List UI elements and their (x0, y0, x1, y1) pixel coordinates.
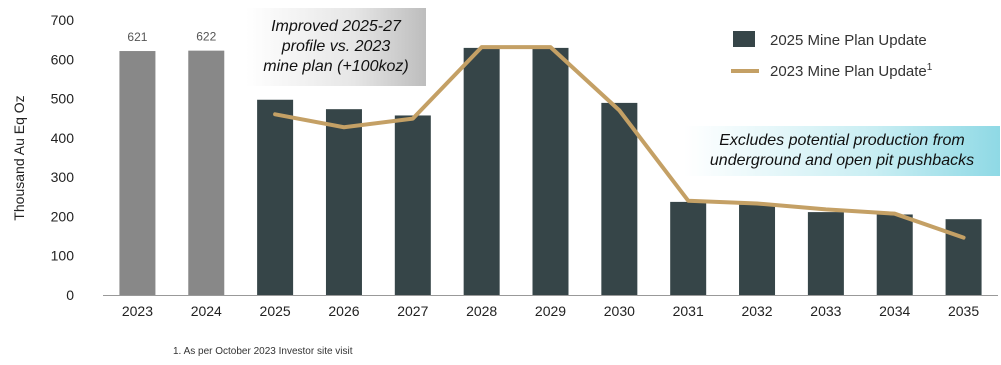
annotation-improved-profile: Improved 2025-27 profile vs. 2023 mine p… (246, 8, 426, 86)
x-tick-label: 2031 (673, 303, 704, 319)
footnote: 1. As per October 2023 Investor site vis… (173, 346, 353, 357)
line-2023-mine-plan (273, 45, 966, 240)
bar-2026 (325, 109, 362, 295)
x-tick-label: 2023 (122, 303, 153, 319)
bar-2034 (876, 214, 913, 295)
data-labels: 621 622 (127, 30, 216, 44)
x-tick-label: 2033 (810, 303, 841, 319)
bar-2027 (394, 115, 431, 295)
annotation-line: mine plan (+100koz) (263, 58, 409, 75)
x-axis: 2023 2024 2025 2026 2027 2028 2029 2030 2031 2032… (122, 303, 980, 319)
x-tick-label: 2030 (604, 303, 635, 319)
bar-2025 (257, 99, 294, 295)
y-tick-label: 0 (66, 287, 74, 303)
bar-2028 (463, 47, 500, 296)
y-tick-label: 600 (51, 51, 75, 67)
annotation-line: Improved 2025-27 (271, 18, 401, 35)
bar-2023 (119, 51, 156, 296)
annotation-line: underground and open pit pushbacks (709, 152, 975, 169)
bar-series (119, 47, 982, 296)
data-label: 621 (127, 30, 147, 44)
y-tick-label: 400 (51, 130, 75, 146)
y-tick-label: 500 (51, 91, 75, 107)
bar-2031 (670, 201, 707, 295)
x-tick-label: 2029 (535, 303, 566, 319)
y-tick-label: 300 (51, 169, 75, 185)
x-tick-label: 2034 (879, 303, 910, 319)
legend-bar-swatch (733, 31, 755, 47)
bar-2032 (739, 204, 776, 295)
annotation-line: profile vs. 2023 (281, 38, 391, 55)
x-tick-label: 2027 (397, 303, 428, 319)
annotation-excludes-production: Excludes potential production from under… (684, 126, 1000, 176)
y-axis-title: Thousand Au Eq Oz (11, 95, 27, 220)
bar-2029 (532, 47, 569, 296)
x-tick-label: 2032 (741, 303, 772, 319)
bar-2033 (807, 212, 844, 295)
legend: 2025 Mine Plan Update 2023 Mine Plan Upd… (731, 31, 933, 80)
x-tick-label: 2026 (328, 303, 359, 319)
y-axis: 0 100 200 300 400 500 600 700 (51, 12, 75, 303)
x-tick-label: 2024 (191, 303, 222, 319)
bar-2030 (601, 102, 638, 296)
annotation-line: Excludes potential production from (719, 132, 965, 149)
legend-bar-label: 2025 Mine Plan Update (770, 32, 927, 49)
y-tick-label: 100 (51, 248, 75, 264)
data-label: 622 (196, 30, 216, 44)
bar-2024 (188, 50, 225, 296)
x-tick-label: 2035 (948, 303, 979, 319)
y-tick-label: 200 (51, 208, 75, 224)
x-tick-label: 2028 (466, 303, 497, 319)
line-series (273, 45, 966, 240)
y-tick-label: 700 (51, 12, 75, 28)
x-tick-label: 2025 (260, 303, 291, 319)
legend-line-label: 2023 Mine Plan Update1 (770, 62, 933, 80)
bar-2035 (945, 219, 982, 295)
